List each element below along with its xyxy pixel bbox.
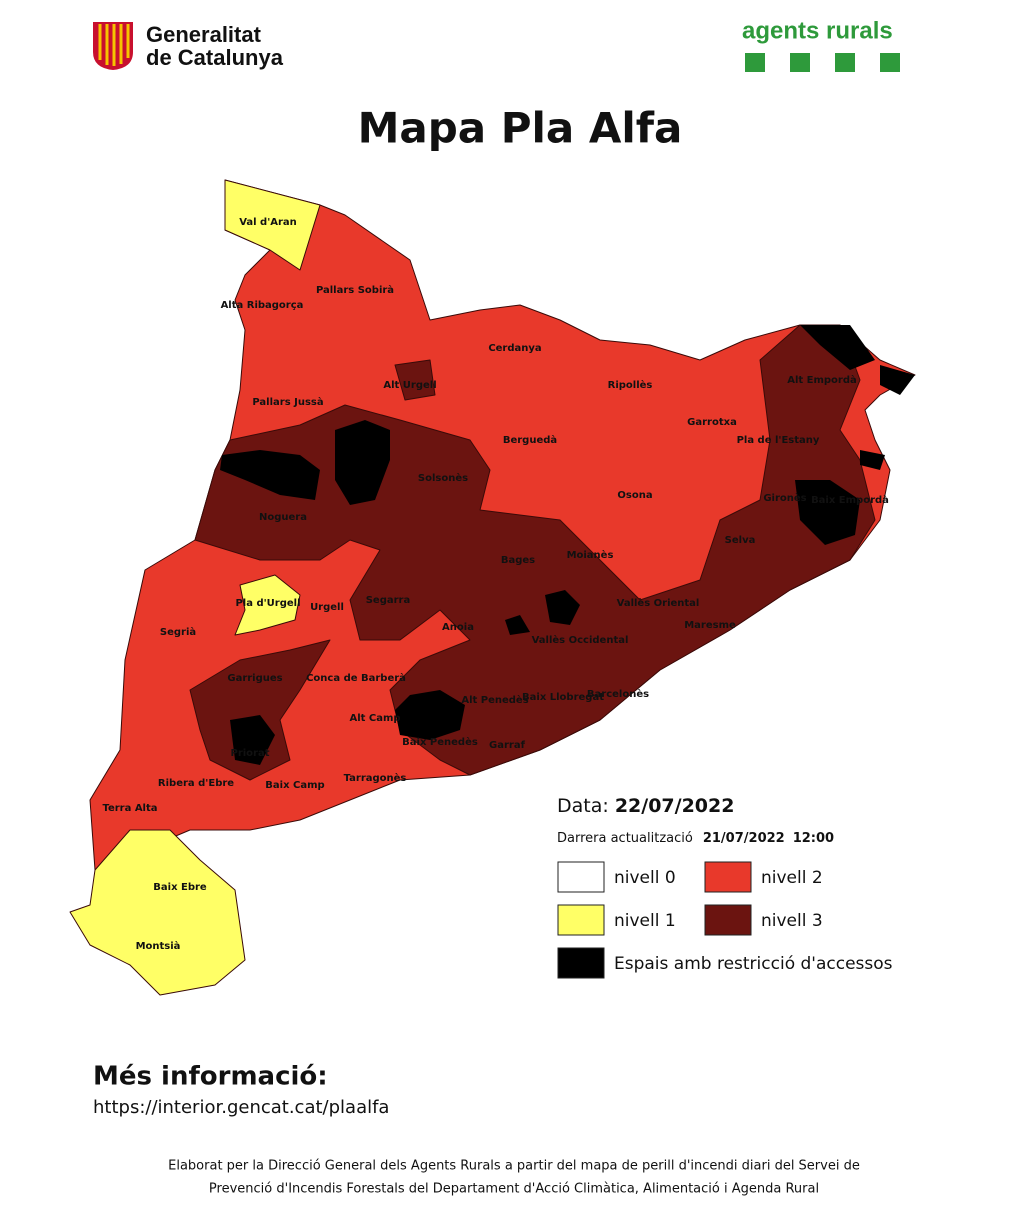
restricted-area xyxy=(795,480,860,545)
date-label: Data: xyxy=(557,795,609,817)
footer-line: Elaborat per la Direcció General dels Ag… xyxy=(168,1159,860,1174)
region-label: Vallès Oriental xyxy=(617,597,700,609)
region-label: Baix Empordà xyxy=(811,494,889,506)
legend-label: Espais amb restricció d'accessos xyxy=(614,954,893,974)
date-value: 22/07/2022 xyxy=(615,795,735,817)
map xyxy=(69,179,916,996)
logo-text: de Catalunya xyxy=(146,45,284,70)
region-label: Garrigues xyxy=(227,673,282,684)
region-label: Pallars Sobirà xyxy=(316,284,394,296)
region-label: Segrià xyxy=(160,626,196,638)
date-label: Data: 22/07/2022 xyxy=(557,795,734,817)
legend-swatch xyxy=(704,904,752,936)
region-label: Alt Camp xyxy=(349,713,400,724)
restricted-area xyxy=(335,420,390,505)
region-label: Garrotxa xyxy=(687,417,737,428)
region-label: Montsià xyxy=(136,940,181,952)
logo-stripes xyxy=(98,24,130,66)
legend-swatch xyxy=(557,861,605,893)
region-label: Urgell xyxy=(310,602,344,613)
region-label: Ribera d'Ebre xyxy=(158,778,234,789)
region-label: Pla de l'Estany xyxy=(737,435,820,446)
region-label: Val d'Aran xyxy=(239,217,297,228)
region-label: Ripollès xyxy=(608,379,653,391)
update-line: Darrera actualització 21/07/2022 12:00 xyxy=(557,831,834,846)
level-1-area xyxy=(224,179,321,271)
logo-square xyxy=(745,53,765,72)
restricted-area xyxy=(800,325,875,370)
legend-swatch xyxy=(557,947,605,979)
region-label: Noguera xyxy=(259,512,307,523)
info-url: https://interior.gencat.cat/plaalfa xyxy=(93,1097,389,1118)
restricted-area xyxy=(395,690,465,740)
region-label: Maresme xyxy=(684,620,736,631)
region-label: Pallars Jussà xyxy=(252,396,323,408)
region-label: Bages xyxy=(501,555,535,566)
logo-square xyxy=(835,53,855,72)
region-label: Alt Empordà xyxy=(787,374,857,386)
restricted-area xyxy=(505,615,530,635)
level-1-area xyxy=(69,829,246,996)
level-3-area xyxy=(394,359,436,401)
region-label: Pla d'Urgell xyxy=(235,598,300,609)
map-title: Mapa Pla Alfa xyxy=(358,104,683,153)
region-label: Baix Llobregat xyxy=(522,692,604,703)
restricted-area xyxy=(860,450,885,470)
region-label: Baix Camp xyxy=(265,780,324,791)
region-label: Alta Ribagorça xyxy=(221,300,304,311)
region-label: Baix Penedès xyxy=(402,736,478,748)
region-labels: Val d'Aran Pallars Sobirà Alta Ribagorça Ce… xyxy=(102,217,888,952)
restricted-area xyxy=(220,450,320,500)
region-label: Cerdanya xyxy=(488,343,541,354)
legend-label: nivell 2 xyxy=(761,868,823,888)
region-label: Berguedà xyxy=(503,434,557,446)
region-label: Terra Alta xyxy=(102,803,157,814)
region-label: Solsonès xyxy=(418,472,468,484)
restricted-area xyxy=(545,590,580,625)
logo-square xyxy=(790,53,810,72)
logo-square xyxy=(880,53,900,72)
logo-text: Generalitat xyxy=(146,22,262,47)
update-date: 21/07/2022 xyxy=(703,831,785,846)
info-heading: Més informació: xyxy=(93,1062,328,1092)
region-label: Anoia xyxy=(442,622,474,633)
logo-text: agents rurals xyxy=(742,17,893,44)
legend: Data: 22/07/2022 Darrera actualització 21… xyxy=(557,795,893,979)
region-label: Tarragonès xyxy=(344,772,407,784)
region-label: Conca de Barberà xyxy=(306,672,406,684)
agents-rurals-logo: agents rurals xyxy=(742,17,900,72)
legend-swatch xyxy=(557,904,605,936)
legend-swatch xyxy=(704,861,752,893)
update-time: 12:00 xyxy=(793,831,834,846)
legend-label: nivell 3 xyxy=(761,911,823,931)
region-label: Alt Urgell xyxy=(383,380,436,391)
region-label: Priorat xyxy=(230,748,269,759)
region-label: Moianès xyxy=(567,549,614,561)
region-label: Gironès xyxy=(763,492,806,504)
generalitat-logo: Generalitat de Catalunya xyxy=(93,22,284,70)
footer-line: Prevenció d'Incendis Forestals del Depar… xyxy=(209,1182,819,1197)
restricted-area xyxy=(880,365,915,395)
legend-label: nivell 1 xyxy=(614,911,676,931)
region-label: Segarra xyxy=(366,595,411,606)
region-label: Barcelonès xyxy=(587,688,649,700)
restricted-areas xyxy=(220,325,915,765)
level-1-area xyxy=(234,574,301,636)
legend-label: nivell 0 xyxy=(614,868,676,888)
region-label: Garraf xyxy=(489,740,526,751)
region-label: Osona xyxy=(617,490,652,501)
update-label: Darrera actualització xyxy=(557,831,693,846)
region-label: Selva xyxy=(725,535,756,546)
region-label: Alt Penedès xyxy=(461,694,528,706)
region-label: Baix Ebre xyxy=(153,882,207,893)
region-label: Vallès Occidental xyxy=(532,634,629,646)
restricted-area xyxy=(230,715,275,765)
level-3-area xyxy=(189,639,331,781)
